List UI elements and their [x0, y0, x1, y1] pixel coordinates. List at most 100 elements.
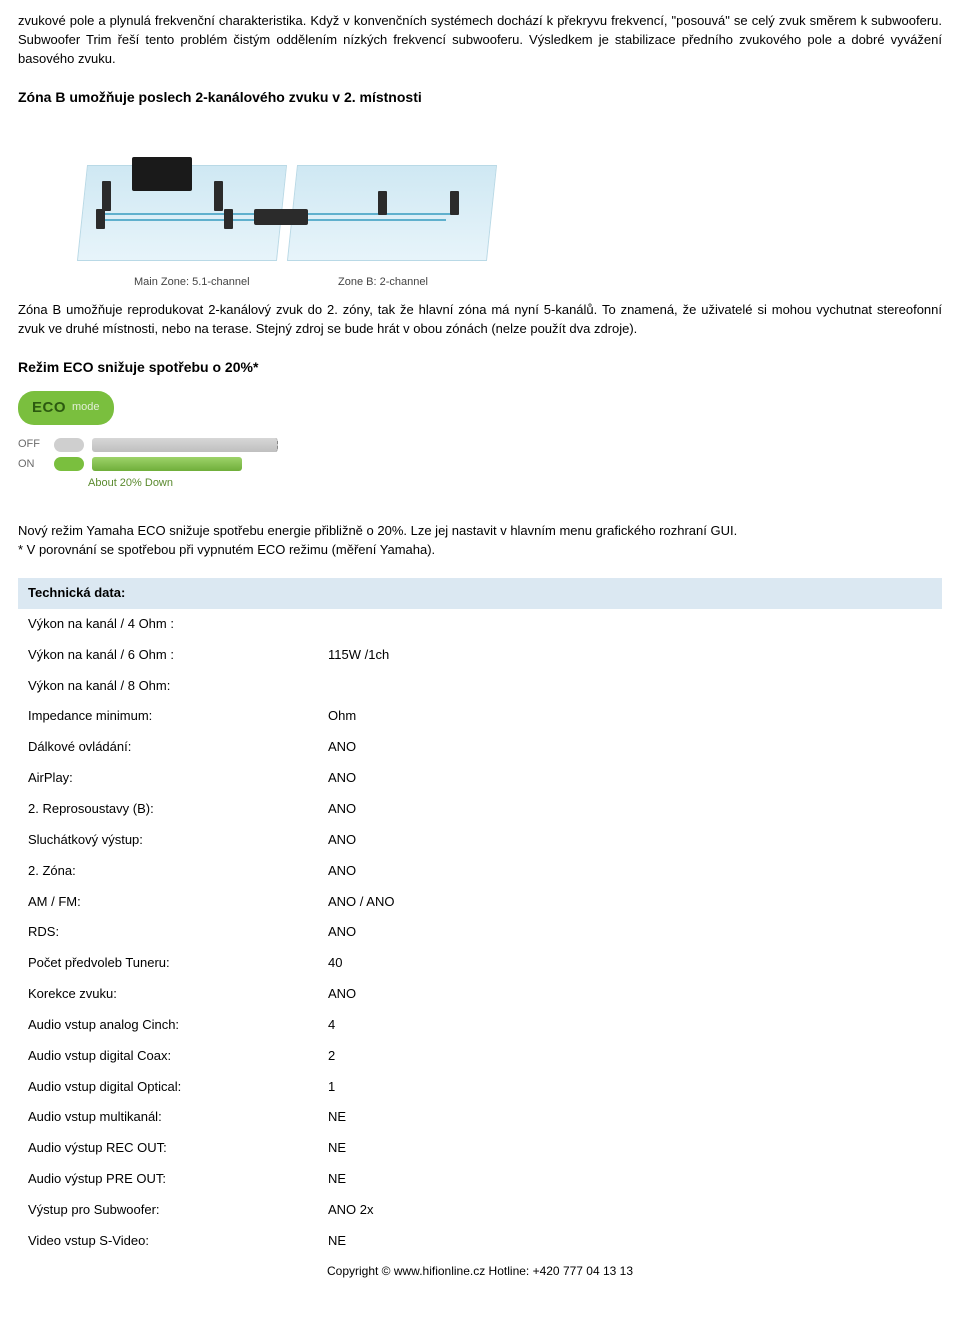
speaker-icon	[450, 191, 459, 215]
tech-label: Počet předvoleb Tuneru:	[18, 948, 318, 979]
table-row: Impedance minimum:Ohm	[18, 701, 942, 732]
tech-value: 40	[318, 948, 942, 979]
tech-value: 2	[318, 1041, 942, 1072]
speaker-icon	[102, 181, 111, 211]
eco-on-label: ON	[18, 457, 46, 473]
tech-data-table: Výkon na kanál / 4 Ohm :Výkon na kanál /…	[18, 609, 942, 1286]
zone-diagram: Main Zone: 5.1-channel Zone B: 2-channel	[78, 121, 498, 291]
tech-value: Ohm	[318, 701, 942, 732]
tech-value	[318, 671, 942, 702]
tech-value: ANO	[318, 856, 942, 887]
tech-label: Výkon na kanál / 8 Ohm:	[18, 671, 318, 702]
tech-label: RDS:	[18, 917, 318, 948]
tech-label: Korekce zvuku:	[18, 979, 318, 1010]
table-row: Výstup pro Subwoofer:ANO 2x	[18, 1195, 942, 1226]
tech-value: NE	[318, 1133, 942, 1164]
zone-b-caption: Zone B: 2-channel	[338, 275, 428, 291]
eco-off-bar	[92, 438, 278, 452]
footer-row: Copyright © www.hifionline.cz Hotline: +…	[18, 1257, 942, 1286]
cable	[296, 219, 446, 221]
table-row: Výkon na kanál / 8 Ohm:	[18, 671, 942, 702]
tech-label: Výkon na kanál / 4 Ohm :	[18, 609, 318, 640]
speaker-icon	[224, 209, 233, 229]
table-row: Dálkové ovládání:ANO	[18, 732, 942, 763]
tech-label: Audio vstup digital Optical:	[18, 1072, 318, 1103]
tech-label: 2. Reprosoustavy (B):	[18, 794, 318, 825]
eco-bars: OFF ON About 20% Down	[18, 437, 278, 493]
tech-value: ANO	[318, 763, 942, 794]
copyright-footer: Copyright © www.hifionline.cz Hotline: +…	[18, 1257, 942, 1286]
speaker-icon	[378, 191, 387, 215]
eco-row-off: OFF	[18, 437, 278, 453]
table-row: RDS:ANO	[18, 917, 942, 948]
tech-value	[318, 609, 942, 640]
intro-paragraph: zvukové pole a plynulá frekvenční charak…	[18, 12, 942, 69]
tech-value: ANO / ANO	[318, 887, 942, 918]
table-row: Audio vstup digital Coax:2	[18, 1041, 942, 1072]
eco-badge: ECO mode	[18, 391, 114, 425]
eco-on-bar	[92, 457, 242, 471]
av-receiver-icon	[254, 209, 308, 225]
eco-badge-text: ECO	[32, 397, 66, 419]
tech-value: ANO 2x	[318, 1195, 942, 1226]
cable	[296, 213, 456, 215]
eco-row-on: ON	[18, 457, 278, 473]
zone-heading: Zóna B umožňuje poslech 2-kanálového zvu…	[18, 87, 942, 107]
tech-value: ANO	[318, 917, 942, 948]
tech-label: AirPlay:	[18, 763, 318, 794]
tech-value: 115W /1ch	[318, 640, 942, 671]
tech-value: 4	[318, 1010, 942, 1041]
tv-icon	[132, 157, 192, 191]
zone-paragraph: Zóna B umožňuje reprodukovat 2-kanálový …	[18, 301, 942, 339]
tech-label: Impedance minimum:	[18, 701, 318, 732]
speaker-icon	[214, 181, 223, 211]
eco-badge-mode: mode	[72, 400, 100, 416]
table-row: Audio výstup REC OUT:NE	[18, 1133, 942, 1164]
table-row: 2. Zóna:ANO	[18, 856, 942, 887]
tech-value: ANO	[318, 979, 942, 1010]
eco-down-text: About 20% Down	[88, 476, 278, 492]
tech-label: Audio výstup REC OUT:	[18, 1133, 318, 1164]
tech-value: ANO	[318, 732, 942, 763]
eco-off-label: OFF	[18, 437, 46, 453]
tech-value: NE	[318, 1102, 942, 1133]
table-row: Audio vstup digital Optical:1	[18, 1072, 942, 1103]
eco-block: ECO mode OFF ON About 20% Down	[18, 391, 942, 493]
tech-data-header: Technická data:	[18, 578, 942, 609]
tech-label: Výkon na kanál / 6 Ohm :	[18, 640, 318, 671]
eco-on-pill-icon	[54, 457, 84, 471]
tech-label: Audio výstup PRE OUT:	[18, 1164, 318, 1195]
tech-label: Video vstup S-Video:	[18, 1226, 318, 1257]
cable	[104, 213, 266, 215]
zone-floor	[78, 151, 498, 261]
table-row: AM / FM:ANO / ANO	[18, 887, 942, 918]
table-row: 2. Reprosoustavy (B):ANO	[18, 794, 942, 825]
tech-label: 2. Zóna:	[18, 856, 318, 887]
table-row: Audio výstup PRE OUT:NE	[18, 1164, 942, 1195]
tech-label: Audio vstup multikanál:	[18, 1102, 318, 1133]
table-row: Výkon na kanál / 4 Ohm :	[18, 609, 942, 640]
tech-label: Audio vstup analog Cinch:	[18, 1010, 318, 1041]
tech-value: NE	[318, 1164, 942, 1195]
eco-paragraph: Nový režim Yamaha ECO snižuje spotřebu e…	[18, 522, 942, 560]
main-zone-caption: Main Zone: 5.1-channel	[134, 275, 250, 291]
table-row: Audio vstup multikanál:NE	[18, 1102, 942, 1133]
tech-label: AM / FM:	[18, 887, 318, 918]
table-row: Korekce zvuku:ANO	[18, 979, 942, 1010]
tech-label: Výstup pro Subwoofer:	[18, 1195, 318, 1226]
tech-value: 1	[318, 1072, 942, 1103]
cable	[96, 219, 266, 221]
table-row: Video vstup S-Video:NE	[18, 1226, 942, 1257]
tech-label: Audio vstup digital Coax:	[18, 1041, 318, 1072]
tech-value: NE	[318, 1226, 942, 1257]
tech-label: Sluchátkový výstup:	[18, 825, 318, 856]
eco-heading: Režim ECO snižuje spotřebu o 20%*	[18, 357, 942, 377]
table-row: Sluchátkový výstup:ANO	[18, 825, 942, 856]
table-row: Audio vstup analog Cinch:4	[18, 1010, 942, 1041]
table-row: AirPlay:ANO	[18, 763, 942, 794]
table-row: Počet předvoleb Tuneru:40	[18, 948, 942, 979]
speaker-icon	[96, 209, 105, 229]
tech-label: Dálkové ovládání:	[18, 732, 318, 763]
table-row: Výkon na kanál / 6 Ohm :115W /1ch	[18, 640, 942, 671]
tech-value: ANO	[318, 825, 942, 856]
